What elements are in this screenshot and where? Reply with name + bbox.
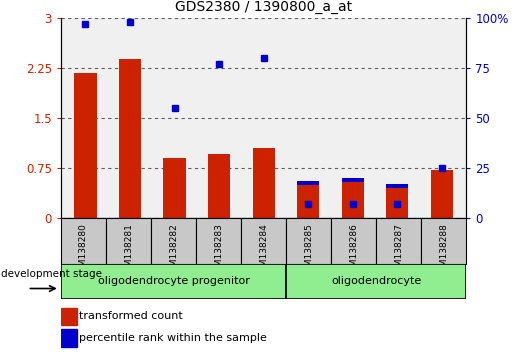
Text: GSM138285: GSM138285 xyxy=(304,223,313,278)
Text: GSM138281: GSM138281 xyxy=(124,223,133,278)
Text: GSM138282: GSM138282 xyxy=(169,223,178,278)
Text: transformed count: transformed count xyxy=(79,312,183,321)
Bar xyxy=(163,158,186,218)
Bar xyxy=(286,218,331,264)
Bar xyxy=(342,178,364,218)
Text: development stage: development stage xyxy=(1,269,102,279)
Bar xyxy=(241,218,286,264)
Bar xyxy=(151,218,196,264)
Text: GSM138283: GSM138283 xyxy=(214,223,223,278)
Bar xyxy=(196,218,241,264)
Bar xyxy=(106,218,151,264)
Bar xyxy=(252,148,275,218)
Text: GSM138280: GSM138280 xyxy=(79,223,88,278)
Bar xyxy=(431,170,453,218)
Bar xyxy=(386,184,409,188)
Text: GSM138286: GSM138286 xyxy=(349,223,358,278)
Bar xyxy=(331,218,376,264)
Bar xyxy=(74,73,96,218)
Text: percentile rank within the sample: percentile rank within the sample xyxy=(79,333,267,343)
Bar xyxy=(376,218,421,264)
Bar xyxy=(61,264,286,299)
Text: GSM138288: GSM138288 xyxy=(439,223,448,278)
Bar xyxy=(61,308,77,325)
Bar xyxy=(61,218,106,264)
Bar xyxy=(297,181,320,185)
Text: GSM138287: GSM138287 xyxy=(394,223,403,278)
Bar xyxy=(61,329,77,347)
Bar xyxy=(342,178,364,182)
Text: oligodendrocyte progenitor: oligodendrocyte progenitor xyxy=(98,276,250,286)
Bar xyxy=(386,184,409,218)
Bar xyxy=(421,218,466,264)
Text: oligodendrocyte: oligodendrocyte xyxy=(331,276,421,286)
Bar xyxy=(208,154,230,218)
Bar xyxy=(119,59,141,218)
Bar xyxy=(297,181,320,218)
Text: GSM138284: GSM138284 xyxy=(259,223,268,278)
Bar xyxy=(286,264,466,299)
Title: GDS2380 / 1390800_a_at: GDS2380 / 1390800_a_at xyxy=(175,0,352,14)
